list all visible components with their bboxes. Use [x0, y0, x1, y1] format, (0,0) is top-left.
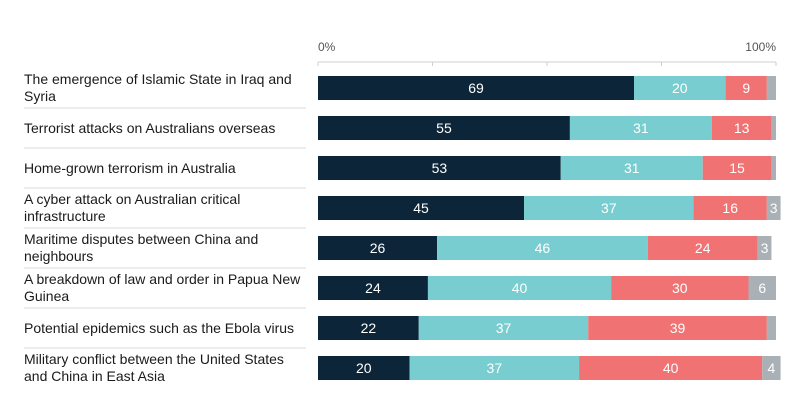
bar-segment — [318, 196, 525, 220]
category-label: Potential epidemics such as the Ebola vi… — [24, 319, 295, 336]
data-label: 40 — [663, 360, 679, 376]
bar-segment — [318, 316, 419, 340]
bar-segment — [318, 116, 570, 140]
data-label: 37 — [487, 360, 503, 376]
data-label: 40 — [512, 280, 528, 296]
bar-segment — [318, 156, 561, 180]
bar-segment — [560, 156, 703, 180]
data-label: 22 — [361, 320, 377, 336]
data-label: 53 — [432, 160, 448, 176]
data-label: 30 — [672, 280, 688, 296]
data-label: 24 — [365, 280, 381, 296]
bar-segment — [318, 356, 410, 380]
data-label: 45 — [413, 200, 429, 216]
bar-segment — [766, 76, 776, 100]
bar-segment — [611, 276, 749, 300]
bar-segment — [318, 76, 635, 100]
axis-label-max: 100% — [745, 40, 776, 54]
bar-segment — [418, 316, 589, 340]
category-label: The emergence of Islamic State in Iraq a… — [24, 71, 292, 104]
data-label: 24 — [695, 240, 711, 256]
data-label: 39 — [670, 320, 686, 336]
data-label: 4 — [768, 360, 776, 376]
data-label: 13 — [734, 120, 750, 136]
bar-segment — [318, 276, 428, 300]
data-label: 3 — [770, 200, 778, 216]
data-label: 3 — [761, 240, 769, 256]
data-label: 20 — [672, 80, 688, 96]
bar-segment — [579, 356, 763, 380]
bar-segment — [757, 236, 772, 260]
axis-label-min: 0% — [318, 40, 336, 54]
category-label: Home-grown terrorism in Australia — [24, 159, 236, 176]
data-label: 55 — [436, 120, 452, 136]
data-label: 37 — [496, 320, 512, 336]
bar-segment — [318, 236, 438, 260]
data-label: 26 — [370, 240, 386, 256]
bar-segment — [693, 196, 767, 220]
bar-segment — [634, 76, 726, 100]
data-label: 9 — [742, 80, 750, 96]
data-label: 20 — [356, 360, 372, 376]
bar-segment — [437, 236, 648, 260]
data-label: 16 — [722, 200, 738, 216]
bar-segment — [427, 276, 612, 300]
data-label: 31 — [633, 120, 649, 136]
bar-segment — [647, 236, 758, 260]
data-label: 69 — [468, 80, 484, 96]
bar-segment — [409, 356, 580, 380]
data-label: 37 — [601, 200, 617, 216]
bar-segment — [524, 196, 694, 220]
category-label: A breakdown of law and order in Papua Ne… — [24, 271, 301, 304]
bar-segment — [766, 196, 781, 220]
bar-segment — [762, 356, 781, 380]
bar-segment — [771, 156, 776, 180]
bar-segment — [725, 76, 767, 100]
category-label: Maritime disputes between China and neig… — [24, 231, 259, 264]
bar-segment — [588, 316, 767, 340]
data-label: 15 — [729, 160, 745, 176]
category-label: Terrorist attacks on Australians oversea… — [24, 119, 276, 136]
bar-segment — [711, 116, 772, 140]
bar-segment — [702, 156, 772, 180]
category-label: Military conflict between the United Sta… — [24, 351, 284, 384]
data-label: 6 — [758, 280, 766, 296]
bar-segment — [748, 276, 776, 300]
data-label: 31 — [624, 160, 640, 176]
bar-segment — [766, 316, 776, 340]
data-label: 46 — [535, 240, 551, 256]
category-label: A cyber attack on Australian critical in… — [24, 191, 241, 224]
bar-segment — [569, 116, 712, 140]
bar-segment — [771, 116, 776, 140]
